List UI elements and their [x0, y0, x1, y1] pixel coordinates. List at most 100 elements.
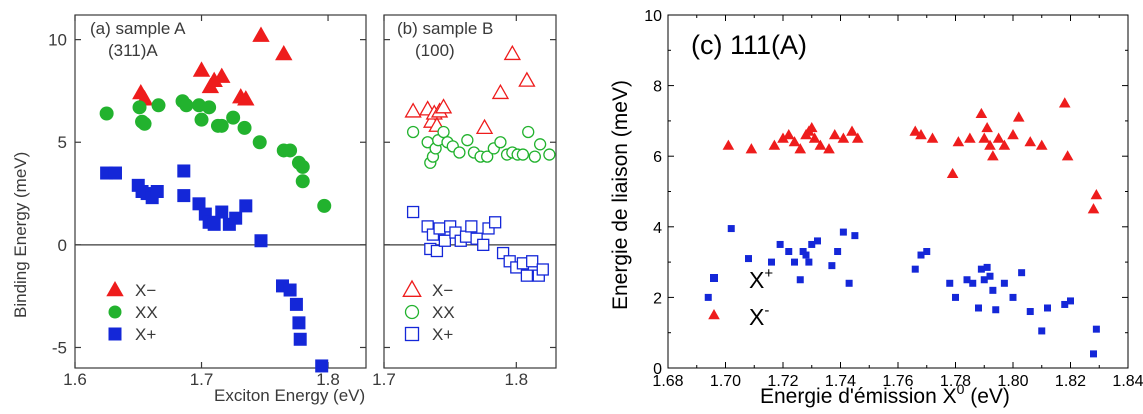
panel-b-point-square — [430, 244, 444, 258]
panel-c-label: (c) 111(A) — [691, 30, 807, 60]
panel-b-legend-label: X+ — [432, 325, 453, 344]
panel-b-point-square — [470, 232, 483, 245]
panel-c-point-triangle — [814, 139, 827, 150]
panel-b-point-circle — [437, 125, 450, 139]
panel-b-point-triangle — [518, 71, 536, 87]
panel-a-legend: X− XX X+ — [106, 281, 158, 344]
panel-c-point-triangle — [926, 132, 939, 143]
panel-b-legend-marker-circle — [404, 304, 420, 320]
panel-a-point-circle — [194, 112, 209, 127]
panel-a-point-triangle — [275, 44, 293, 61]
panel-b-label: (b) sample B — [397, 19, 493, 38]
panel-c-point-square — [1067, 297, 1074, 305]
panel-c-point-square — [1061, 300, 1069, 308]
panel-c-point-square — [975, 304, 982, 312]
panel-b-point-square — [488, 216, 502, 229]
panel-a-point-circle — [252, 135, 267, 150]
panel-c-point-square — [946, 279, 954, 287]
panel-a-orientation: (311)A — [108, 41, 158, 60]
panel-c-legend-label: X- — [749, 302, 769, 330]
panel-a-point-circle — [99, 106, 114, 121]
panel-c-point-square — [1009, 293, 1017, 301]
panel-a-point-square — [177, 189, 191, 203]
panel-c: 0 2 4 6 8 10 1.68 1.70 1.72 1.74 1.76 1.78 1.80 1.82 1… — [609, 8, 1143, 408]
panel-c-point-triangle — [1090, 189, 1103, 200]
panel-c-point-square — [977, 265, 985, 273]
panel-c-point-triangle — [946, 167, 959, 179]
panel-c-point-square — [1044, 304, 1051, 312]
panel-c-point-square — [1026, 308, 1034, 316]
panel-b-point-square — [406, 205, 420, 219]
panel-c-point-triangle — [745, 143, 758, 154]
panel-c-point-square — [969, 279, 977, 287]
panel-a-point-square — [315, 359, 329, 373]
panel-a-point-square — [207, 217, 221, 231]
panel-c-point-square — [727, 225, 735, 233]
panel-c-frame — [667, 14, 1129, 369]
panel-c-point-triangle — [978, 132, 991, 143]
panel-a-point-square — [215, 205, 229, 219]
panel-c-ytick-label: 6 — [653, 149, 662, 166]
panel-c-points — [704, 97, 1103, 358]
panel-a-legend-marker-circle — [108, 305, 122, 319]
panel-c-point-square — [839, 228, 847, 236]
panel-b-orientation: (100) — [415, 41, 455, 60]
panel-c-point-square — [791, 258, 798, 266]
panel-a-point-square — [239, 199, 253, 213]
panel-c-point-square — [1018, 269, 1026, 277]
panel-c-xtick-label: 1.76 — [882, 373, 913, 390]
panel-c-ylabel: Energie de liaison (meV) — [609, 80, 632, 310]
panel-a-point-circle — [151, 98, 166, 113]
panel-b-point-square — [438, 234, 452, 247]
panel-a-xtick-label: 1.8 — [316, 370, 340, 389]
panel-c-point-triangle — [909, 125, 922, 136]
panel-c-xtick-label: 1.74 — [825, 373, 856, 390]
panel-a-point-square — [108, 166, 122, 180]
panel-b: 1.7 1.8 (b) sample B (100) X− XX X+ — [372, 14, 557, 389]
panel-c-xtick-label: 1.84 — [1112, 373, 1143, 390]
panel-c-point-triangle — [1087, 203, 1100, 214]
panel-c-legend-sup: + — [764, 265, 773, 282]
panel-a-point-square — [283, 283, 297, 297]
panel-c-point-square — [768, 258, 775, 266]
panel-a-ytick-label: -5 — [52, 338, 67, 357]
panel-a: -5 0 5 10 1.6 1.7 1.8 (a) sample A (311)A Exci… — [11, 14, 367, 405]
panel-b-point-square — [433, 222, 446, 235]
panel-a-point-circle — [137, 116, 152, 131]
panel-c-xtick-label: 1.80 — [997, 373, 1028, 390]
panel-c-legend-base: X — [749, 267, 764, 293]
panel-c-point-triangle — [987, 150, 999, 161]
panel-c-point-square — [776, 240, 784, 248]
panel-a-point-triangle — [252, 26, 270, 42]
panel-c-point-square — [808, 240, 816, 248]
panel-b-point-square — [426, 228, 440, 241]
panel-a-xtick-label: 1.7 — [190, 370, 214, 389]
panel-a-label: (a) sample A — [90, 19, 186, 38]
panel-b-point-square — [503, 255, 516, 268]
panel-a-point-triangle — [192, 61, 211, 77]
panel-b-point-square — [526, 255, 539, 268]
panel-c-legend-marker-square — [710, 274, 718, 282]
panel-c-point-square — [851, 232, 859, 240]
panel-c-ytick-label: 10 — [644, 8, 662, 25]
panel-a-legend-label: X+ — [135, 325, 156, 344]
panel-a-frame — [74, 14, 367, 369]
panel-b-point-circle — [494, 136, 507, 149]
panel-c-point-triangle — [952, 136, 965, 147]
panel-c-point-square — [805, 258, 813, 266]
panel-b-point-triangle — [404, 102, 422, 118]
panel-c-point-square — [983, 263, 991, 271]
panel-c-point-triangle — [1024, 136, 1037, 147]
panel-c-point-triangle — [808, 132, 821, 143]
panel-b-legend: X− XX X+ — [402, 279, 455, 344]
panel-a-point-square — [229, 211, 243, 225]
panel-b-point-circle — [543, 148, 556, 161]
panel-c-point-square — [796, 276, 804, 284]
panel-c-point-triangle — [984, 139, 996, 150]
panel-a-xtick-label: 1.6 — [63, 370, 87, 389]
panel-c-point-triangle — [1058, 97, 1071, 108]
panel-c-legend-label: X+ — [749, 265, 773, 293]
panel-b-point-circle — [516, 148, 530, 161]
panel-b-point-square — [459, 230, 473, 243]
panel-c-point-triangle — [846, 125, 858, 136]
